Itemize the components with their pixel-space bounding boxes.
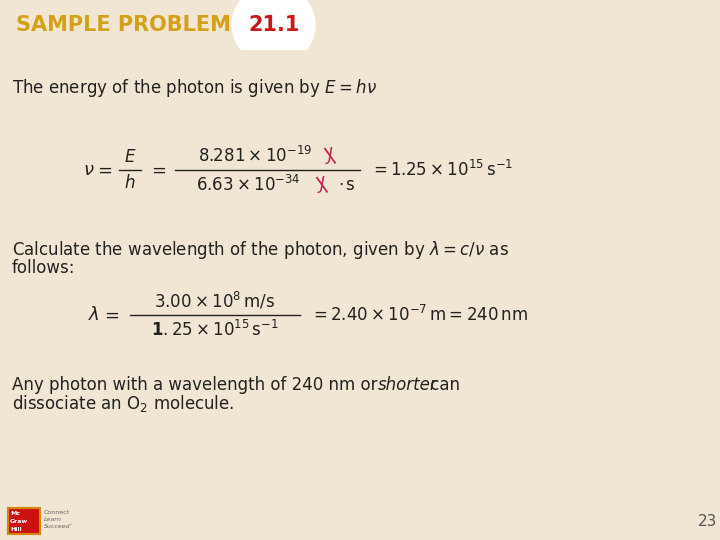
Text: Mc: Mc <box>10 511 20 516</box>
Text: Hill: Hill <box>10 528 22 532</box>
Text: Any photon with a wavelength of 240 nm or: Any photon with a wavelength of 240 nm o… <box>12 376 383 394</box>
Text: $J$: $J$ <box>325 145 335 166</box>
Text: 23: 23 <box>698 515 718 530</box>
Text: $\lambda$: $\lambda$ <box>89 306 100 324</box>
Text: Learn: Learn <box>44 517 62 523</box>
Text: Calculate the wavelength of the photon, given by $\lambda = c/\nu$ as: Calculate the wavelength of the photon, … <box>12 239 509 261</box>
Text: dissociate an O$_2$ molecule.: dissociate an O$_2$ molecule. <box>12 394 234 414</box>
Ellipse shape <box>232 0 315 65</box>
Text: $h$: $h$ <box>125 174 135 192</box>
Text: shorter: shorter <box>378 376 438 394</box>
Text: $E$: $E$ <box>124 148 136 166</box>
Text: $\nu$: $\nu$ <box>84 161 95 179</box>
Text: $3.00 \times 10^{8}\,\mathrm{m/s}$: $3.00 \times 10^{8}\,\mathrm{m/s}$ <box>155 291 276 312</box>
Text: $=$: $=$ <box>94 161 112 179</box>
Text: The energy of the photon is given by $E = h\nu$: The energy of the photon is given by $E … <box>12 77 377 99</box>
Text: Succeedʹ: Succeedʹ <box>44 524 72 530</box>
Bar <box>8 508 40 534</box>
Text: $=$: $=$ <box>101 306 120 324</box>
Text: 21.1: 21.1 <box>248 15 300 35</box>
Text: $=$: $=$ <box>148 161 166 179</box>
Text: $= 2.40 \times 10^{-7}\,\mathrm{m} = 240\,\mathrm{nm}$: $= 2.40 \times 10^{-7}\,\mathrm{m} = 240… <box>310 305 528 325</box>
Text: $= 1.25 \times 10^{15}\,\mathrm{s}^{-1}$: $= 1.25 \times 10^{15}\,\mathrm{s}^{-1}$ <box>370 160 513 180</box>
Text: Graw: Graw <box>10 519 28 524</box>
Text: $6.63 \times 10^{-34}$: $6.63 \times 10^{-34}$ <box>196 175 300 195</box>
Text: Connect: Connect <box>44 510 70 516</box>
Text: can: can <box>425 376 460 394</box>
Text: $\cdot\,\mathrm{s}$: $\cdot\,\mathrm{s}$ <box>338 176 356 194</box>
Text: $\mathbf{1}.25 \times 10^{15}\,\mathrm{s}^{-1}$: $\mathbf{1}.25 \times 10^{15}\,\mathrm{s… <box>151 320 279 340</box>
Text: SAMPLE PROBLEM: SAMPLE PROBLEM <box>16 15 230 35</box>
Text: $8.281 \times 10^{-19}$: $8.281 \times 10^{-19}$ <box>198 146 312 166</box>
Text: follows:: follows: <box>12 259 76 277</box>
Text: $J$: $J$ <box>318 174 327 195</box>
